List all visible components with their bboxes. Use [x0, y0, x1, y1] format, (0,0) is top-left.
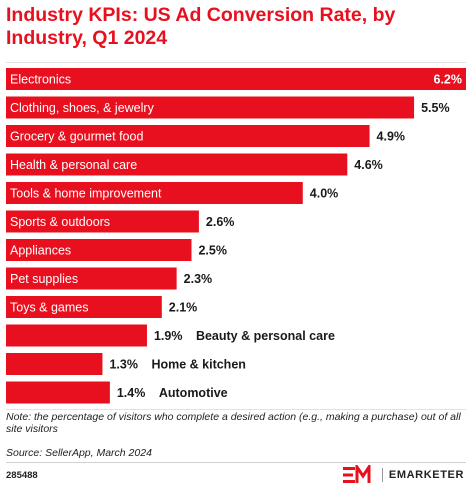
- bar-appliances: [6, 239, 192, 261]
- value-label-automotive: 1.4%: [117, 386, 146, 400]
- category-label-home-kitchen: Home & kitchen: [151, 358, 245, 372]
- value-label-health-personal-care: 4.6%: [354, 158, 383, 172]
- value-label-beauty-personal-care: 1.9%: [154, 329, 183, 343]
- category-label-electronics: Electronics: [10, 73, 71, 87]
- chart-note: Note: the percentage of visitors who com…: [6, 411, 461, 435]
- notes-divider: [6, 409, 466, 410]
- category-label-grocery-gourmet-food: Grocery & gourmet food: [10, 130, 143, 144]
- category-label-automotive: Automotive: [159, 386, 228, 400]
- value-label-toys-games: 2.1%: [169, 301, 198, 315]
- bar-electronics: [6, 68, 466, 90]
- category-label-clothing-shoes-jewelry: Clothing, shoes, & jewelry: [10, 101, 155, 115]
- emarketer-logo: EMARKETER: [342, 465, 464, 485]
- category-label-beauty-personal-care: Beauty & personal care: [196, 329, 335, 343]
- brand-name: EMARKETER: [388, 469, 464, 481]
- bar-clothing-shoes-jewelry: [6, 96, 415, 119]
- title-divider: [6, 62, 466, 63]
- bar-tools-home-improvement: [6, 182, 303, 204]
- chart-id: 285488: [6, 470, 38, 481]
- chart-title: Industry KPIs: US Ad Conversion Rate, by…: [6, 4, 396, 49]
- category-label-appliances: Appliances: [10, 244, 71, 258]
- footer-divider: [6, 462, 466, 463]
- value-label-pet-supplies: 2.3%: [184, 272, 213, 286]
- value-label-sports-outdoors: 2.6%: [206, 215, 235, 229]
- value-label-home-kitchen: 1.3%: [109, 358, 138, 372]
- em-logo-icon: [342, 465, 371, 483]
- category-label-pet-supplies: Pet supplies: [10, 272, 78, 286]
- value-label-appliances: 2.5%: [198, 244, 227, 258]
- category-label-health-personal-care: Health & personal care: [10, 158, 137, 172]
- chart-source: Source: SellerApp, March 2024: [6, 447, 152, 459]
- logo-separator: [381, 468, 383, 482]
- bar-grocery-gourmet-food: [6, 125, 370, 147]
- bar-toys-games: [6, 296, 162, 318]
- value-label-electronics: 6.2%: [434, 73, 463, 87]
- bar-automotive: [6, 381, 110, 404]
- category-label-tools-home-improvement: Tools & home improvement: [10, 187, 162, 201]
- bar-sports-outdoors: [6, 210, 199, 233]
- value-label-tools-home-improvement: 4.0%: [310, 187, 339, 201]
- category-label-toys-games: Toys & games: [10, 301, 89, 315]
- bar-health-personal-care: [6, 153, 348, 176]
- bar-home-kitchen: [6, 353, 103, 375]
- category-label-sports-outdoors: Sports & outdoors: [10, 215, 110, 229]
- bar-beauty-personal-care: [6, 324, 147, 347]
- value-label-clothing-shoes-jewelry: 5.5%: [421, 101, 450, 115]
- bar-pet-supplies: [6, 267, 177, 290]
- value-label-grocery-gourmet-food: 4.9%: [377, 130, 406, 144]
